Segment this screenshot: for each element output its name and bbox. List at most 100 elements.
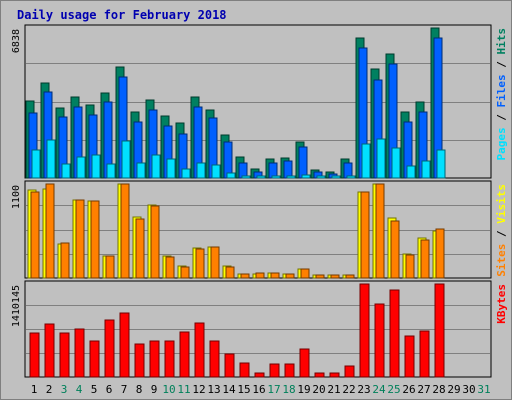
bar-visits-sites — [180, 266, 190, 279]
bar-hits-files — [298, 146, 308, 179]
day-label: 9 — [151, 383, 158, 396]
day-label: 13 — [207, 383, 220, 396]
legend-entry: Pages — [495, 127, 508, 160]
bar-kbytes-kbytes — [89, 340, 100, 378]
day-label: 26 — [402, 383, 415, 396]
legend-entry: / — [495, 224, 508, 244]
chart-title: Daily usage for February 2018 — [17, 8, 227, 22]
bar-visits-sites — [30, 191, 40, 279]
bar-hits-pages — [106, 163, 116, 179]
day-label: 11 — [177, 383, 190, 396]
bar-kbytes-kbytes — [104, 319, 115, 378]
bar-kbytes-kbytes — [194, 322, 205, 378]
bar-hits-pages — [361, 143, 371, 179]
day-label: 17 — [267, 383, 280, 396]
bar-hits-pages — [271, 175, 281, 179]
bar-hits-pages — [76, 156, 86, 179]
bar-hits-pages — [166, 158, 176, 179]
bar-visits-sites — [270, 272, 280, 279]
bar-kbytes-kbytes — [44, 323, 55, 378]
bar-hits-pages — [196, 162, 206, 179]
bar-kbytes-kbytes — [389, 289, 400, 378]
bar-hits-pages — [31, 149, 41, 179]
bar-hits-pages — [346, 175, 356, 179]
bar-kbytes-kbytes — [404, 335, 415, 378]
bar-visits-sites — [255, 272, 265, 279]
ymax-label-kbytes: 1410145 — [11, 285, 22, 327]
day-label: 23 — [357, 383, 370, 396]
legend-entry: Hits — [495, 28, 508, 55]
bar-hits-pages — [331, 175, 341, 179]
bar-kbytes-kbytes — [164, 340, 175, 378]
bar-visits-sites — [165, 256, 175, 279]
bar-visits-sites — [315, 274, 325, 279]
bar-visits-sites — [345, 274, 355, 279]
ymax-label-hits: 6838 — [11, 29, 22, 53]
legend-entry: Files — [495, 74, 508, 107]
day-label: 10 — [162, 383, 175, 396]
bar-kbytes-kbytes — [419, 330, 430, 378]
day-label: 5 — [91, 383, 98, 396]
bar-kbytes-kbytes — [179, 331, 190, 378]
bar-kbytes-kbytes — [149, 340, 160, 378]
bar-hits-pages — [286, 175, 296, 179]
day-label: 14 — [222, 383, 236, 396]
bar-kbytes-kbytes — [74, 328, 85, 378]
bar-visits-sites — [300, 268, 310, 279]
bar-kbytes-kbytes — [29, 332, 40, 378]
legend-entry: / — [495, 108, 508, 128]
day-label: 1 — [31, 383, 38, 396]
bar-hits-pages — [121, 140, 131, 179]
bar-hits-pages — [91, 154, 101, 179]
bar-visits-sites — [195, 248, 205, 279]
bar-hits-pages — [151, 154, 161, 179]
bar-visits-sites — [225, 266, 235, 279]
legend-entry: Visits — [495, 184, 508, 224]
ymax-label-visits: 1100 — [11, 185, 22, 209]
legend-kbytes: KBytes — [495, 284, 508, 324]
bar-kbytes-kbytes — [359, 283, 370, 378]
day-label: 2 — [46, 383, 53, 396]
bar-hits-pages — [421, 160, 431, 179]
bar-kbytes-kbytes — [299, 348, 310, 378]
bar-hits-pages — [316, 175, 326, 179]
bar-hits-pages — [376, 138, 386, 179]
day-label: 12 — [192, 383, 205, 396]
day-label: 22 — [342, 383, 355, 396]
bar-visits-sites — [285, 273, 295, 279]
bar-kbytes-kbytes — [269, 363, 280, 378]
bar-kbytes-kbytes — [119, 312, 130, 378]
bar-kbytes-kbytes — [254, 372, 265, 378]
bar-kbytes-kbytes — [344, 365, 355, 378]
bar-hits-pages — [61, 163, 71, 179]
bar-kbytes-kbytes — [374, 303, 385, 378]
bar-visits-sites — [420, 239, 430, 279]
day-label: 29 — [447, 383, 460, 396]
bar-visits-sites — [135, 218, 145, 279]
legend-hits: Pages / Files / Hits — [495, 28, 508, 161]
bar-hits-pages — [256, 175, 266, 179]
day-label: 4 — [76, 383, 83, 396]
bar-visits-sites — [150, 205, 160, 279]
bar-hits-pages — [241, 175, 251, 179]
bar-kbytes-kbytes — [284, 363, 295, 378]
day-label: 24 — [372, 383, 386, 396]
day-label: 3 — [61, 383, 68, 396]
bar-visits-sites — [105, 255, 115, 279]
bar-kbytes-kbytes — [224, 353, 235, 378]
bar-kbytes-kbytes — [329, 372, 340, 378]
bar-hits-pages — [406, 165, 416, 179]
bar-kbytes-kbytes — [239, 362, 250, 378]
day-label: 16 — [252, 383, 265, 396]
bar-visits-sites — [60, 242, 70, 279]
bar-visits-sites — [90, 200, 100, 279]
bar-visits-sites — [120, 183, 130, 279]
day-label: 18 — [282, 383, 295, 396]
bar-visits-sites — [75, 199, 85, 279]
bar-visits-sites — [405, 254, 415, 279]
bar-visits-sites — [330, 274, 340, 279]
bar-hits-pages — [391, 147, 401, 179]
bar-kbytes-kbytes — [209, 340, 220, 378]
bar-hits-pages — [301, 174, 311, 179]
